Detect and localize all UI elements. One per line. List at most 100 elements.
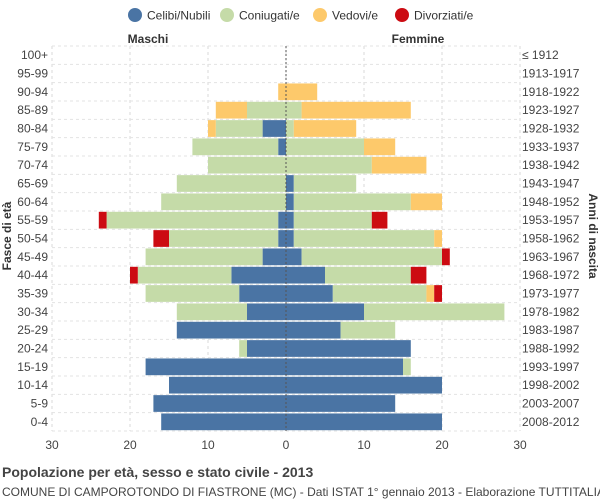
x-tick-label: 0 [283, 438, 290, 452]
legend-marker-celibi-nubili [128, 8, 142, 22]
bar-male-coniugati-e-85-89 [247, 101, 286, 119]
bar-female-celibi-nubili-60-64 [286, 193, 294, 211]
bar-female-coniugati-e-75-79 [286, 138, 364, 156]
age-group-label: 60-64 [17, 195, 48, 209]
age-group-label: 65-69 [17, 177, 48, 191]
bar-male-vedovi-e-80-84 [208, 120, 216, 137]
age-group-labels: 100+ 95-99 90-94 85-89 80-84 75-79 70-74 65-69 6… [17, 48, 48, 429]
x-tick-label: 20 [123, 438, 137, 452]
birth-year-label: 1938-1942 [522, 158, 580, 172]
age-group-label: 30-34 [17, 305, 48, 319]
legend: Celibi/Nubili Coniugati/e Vedovi/e Divorzia… [128, 8, 474, 23]
bar-female-celibi-nubili-40-44 [286, 266, 325, 284]
bar-female-celibi-nubili-5-9 [286, 395, 396, 412]
bar-female-vedovi-e-50-54 [434, 230, 442, 247]
bar-female-coniugati-e-55-59 [293, 211, 372, 229]
bar-male-coniugati-e-75-79 [192, 138, 279, 156]
bar-female-vedovi-e-60-64 [410, 193, 442, 211]
bar-male-vedovi-e-85-89 [215, 101, 247, 119]
bar-female-celibi-nubili-50-54 [286, 230, 294, 247]
bar-male-coniugati-e-70-74 [208, 156, 286, 174]
bar-female-celibi-nubili-45-49 [286, 248, 302, 266]
birth-year-label: 1923-1927 [522, 103, 580, 117]
legend-label-divorziati-e: Divorziati/e [414, 9, 474, 23]
birth-year-label: 1963-1967 [522, 250, 580, 264]
bar-male-celibi-nubili-25-29 [176, 321, 286, 339]
birth-year-label: 1913-1917 [522, 67, 580, 81]
birth-year-label: 1978-1982 [522, 305, 580, 319]
age-group-label: 35-39 [17, 287, 48, 301]
bar-female-celibi-nubili-0-4 [286, 413, 442, 431]
bar-male-celibi-nubili-75-79 [278, 138, 286, 156]
bar-male-divorziati-e-50-54 [153, 230, 169, 247]
bar-male-coniugati-e-35-39 [145, 285, 240, 302]
birth-year-label: 1998-2002 [522, 378, 580, 392]
x-axis-labels: 30 20 10 0 10 20 30 [45, 438, 527, 452]
bar-female-vedovi-e-80-84 [293, 120, 357, 137]
age-group-label: 20-24 [17, 342, 48, 356]
bar-female-celibi-nubili-35-39 [286, 285, 333, 302]
bar-male-celibi-nubili-55-59 [278, 211, 286, 229]
birth-year-label: 1968-1972 [522, 268, 580, 282]
bar-female-coniugati-e-40-44 [325, 266, 411, 284]
age-group-label: 90-94 [17, 85, 48, 99]
bar-female-coniugati-e-35-39 [332, 285, 427, 302]
bar-male-vedovi-e-90-94 [278, 83, 286, 101]
age-group-label: 80-84 [17, 122, 48, 136]
x-tick-label: 20 [435, 438, 449, 452]
y-axis-title-right: Anni di nascita [586, 193, 600, 279]
bar-female-vedovi-e-90-94 [286, 83, 318, 101]
bar-male-celibi-nubili-10-14 [169, 376, 286, 394]
birth-year-label: 2003-2007 [522, 397, 580, 411]
bar-female-coniugati-e-85-89 [286, 101, 302, 119]
bar-female-celibi-nubili-10-14 [286, 376, 442, 394]
x-tick-label: 30 [45, 438, 59, 452]
bar-female-celibi-nubili-20-24 [286, 340, 411, 357]
bar-female-divorziati-e-45-49 [442, 248, 450, 266]
age-group-label: 25-29 [17, 323, 48, 337]
bar-male-coniugati-e-20-24 [239, 340, 247, 357]
age-group-label: 95-99 [17, 67, 48, 81]
chart-subtitle: COMUNE DI CAMPOROTONDO DI FIASTRONE (MC)… [2, 485, 600, 499]
legend-marker-coniugati-e [220, 8, 234, 22]
bar-male-celibi-nubili-50-54 [278, 230, 286, 247]
bar-female-vedovi-e-85-89 [301, 101, 411, 119]
bar-female-coniugati-e-45-49 [301, 248, 442, 266]
bar-female-coniugati-e-65-69 [293, 175, 357, 192]
bar-male-divorziati-e-40-44 [130, 266, 138, 284]
legend-marker-divorziati-e [395, 8, 409, 22]
bar-female-coniugati-e-30-34 [364, 303, 505, 321]
bar-male-coniugati-e-30-34 [176, 303, 247, 321]
age-group-label: 70-74 [17, 158, 48, 172]
legend-label-coniugati-e: Coniugati/e [239, 9, 300, 23]
bar-male-coniugati-e-65-69 [176, 175, 286, 192]
legend-label-vedovi-e: Vedovi/e [332, 9, 378, 23]
age-group-label: 0-4 [31, 415, 49, 429]
birth-year-label: 1983-1987 [522, 323, 580, 337]
bar-male-coniugati-e-80-84 [215, 120, 263, 137]
bar-female-celibi-nubili-15-19 [286, 358, 403, 376]
x-tick-label: 10 [201, 438, 215, 452]
birth-year-label: 1928-1932 [522, 122, 580, 136]
age-group-label: 100+ [21, 48, 48, 62]
bar-male-coniugati-e-60-64 [161, 193, 286, 211]
birth-year-label: ≤ 1912 [522, 48, 559, 62]
bar-female-celibi-nubili-30-34 [286, 303, 364, 321]
bar-female-coniugati-e-50-54 [293, 230, 435, 247]
bar-male-celibi-nubili-45-49 [262, 248, 286, 266]
bar-female-vedovi-e-70-74 [371, 156, 427, 174]
bar-male-coniugati-e-40-44 [137, 266, 232, 284]
x-tick-label: 30 [513, 438, 527, 452]
bar-male-celibi-nubili-30-34 [247, 303, 286, 321]
bar-male-celibi-nubili-80-84 [262, 120, 286, 137]
bar-female-coniugati-e-80-84 [286, 120, 294, 137]
bar-female-divorziati-e-55-59 [371, 211, 388, 229]
age-group-label: 55-59 [17, 213, 48, 227]
bar-male-celibi-nubili-40-44 [231, 266, 286, 284]
age-group-label: 85-89 [17, 103, 48, 117]
age-group-label: 5-9 [31, 397, 49, 411]
bar-female-celibi-nubili-55-59 [286, 211, 294, 229]
age-group-label: 50-54 [17, 232, 48, 246]
bar-female-coniugati-e-15-19 [403, 358, 411, 376]
females-label: Femmine [392, 32, 445, 46]
